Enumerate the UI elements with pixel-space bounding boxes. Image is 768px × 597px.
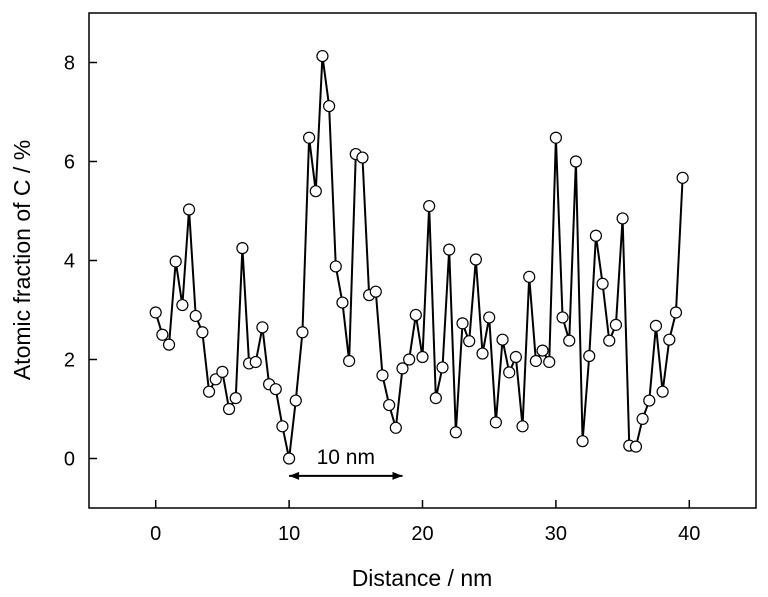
data-point [202,385,216,398]
data-point [603,334,616,347]
data-point [356,151,369,164]
x-tick-label: 20 [411,523,433,545]
data-point [549,131,563,144]
x-tick-label: 0 [150,523,161,545]
data-point [182,203,196,216]
data-point [576,435,589,448]
data-point [583,349,596,363]
data-point [389,421,402,434]
data-point [303,131,316,144]
y-tick-label: 0 [64,449,75,471]
data-point [556,311,569,324]
data-point [176,298,189,312]
data-point [149,306,162,319]
data-point [276,420,289,433]
data-point [523,270,536,283]
y-tick-label: 8 [64,53,75,75]
data-point [309,185,322,198]
data-point [669,306,683,319]
data-point [343,354,356,368]
data-point [249,355,262,369]
y-axis-title: Atomic fraction of C / % [9,140,35,380]
data-point [629,440,643,453]
data-point [156,328,169,341]
data-point [323,99,336,113]
data-point [456,317,469,330]
data-point [416,350,429,364]
data-point [196,326,209,339]
axis-ticks: 0 10 20 30 40 0 2 4 6 8 [64,53,701,546]
data-point [489,416,502,429]
data-point [429,392,442,405]
y-tick-label: 4 [64,251,75,273]
scale-bar-arrow-right [392,471,403,480]
data-point [649,319,663,332]
series-line [154,55,684,459]
data-point [256,321,269,334]
data-point [443,243,456,256]
data-point [616,212,629,225]
data-point [369,285,382,298]
data-point [516,420,529,433]
x-tick-label: 10 [278,523,300,545]
data-point [543,355,556,369]
data-point [449,426,462,439]
data-point [296,326,309,339]
x-axis-title: Distance / nm [352,565,493,591]
data-point [609,318,623,331]
data-point [383,398,396,412]
data-point [469,253,482,266]
data-point [536,344,549,357]
data-point [563,334,576,347]
x-tick-label: 40 [678,523,700,545]
data-point [663,333,676,346]
scale-bar-label: 10 nm [317,446,375,469]
data-point [162,338,176,351]
x-tick-label: 30 [545,523,567,545]
data-point [236,242,249,255]
y-tick-label: 6 [64,152,75,174]
data-point [209,373,222,386]
data-point [229,392,242,405]
data-point [483,311,496,324]
scale-bar-arrow-left [289,471,300,480]
data-point [503,366,516,379]
data-point [283,452,296,465]
data-point [476,347,489,360]
data-point [336,296,349,309]
series-markers [149,49,689,465]
data-point [569,155,583,168]
data-point [409,308,422,322]
data-point [643,394,656,407]
data-point [436,361,449,374]
data-point [169,255,182,268]
data-point [529,354,542,368]
data-point [636,412,649,425]
plot-frame [88,12,757,509]
data-point [596,277,609,290]
scale-annotation: 10 nm [289,446,403,480]
data-point [403,353,416,366]
data-point [463,335,476,348]
data-point [269,383,282,396]
data-point [222,402,236,416]
data-point [509,350,522,364]
y-tick-label: 2 [64,350,75,372]
data-point [423,199,436,213]
data-point [216,365,229,378]
data-point [316,49,329,63]
data-point [589,229,603,242]
data-point [656,385,669,398]
data-point [329,260,342,273]
data-point [676,171,689,184]
data-point [396,362,409,375]
data-point [496,333,509,346]
data-point [289,394,302,407]
data-point [376,369,389,382]
data-point [189,309,202,323]
